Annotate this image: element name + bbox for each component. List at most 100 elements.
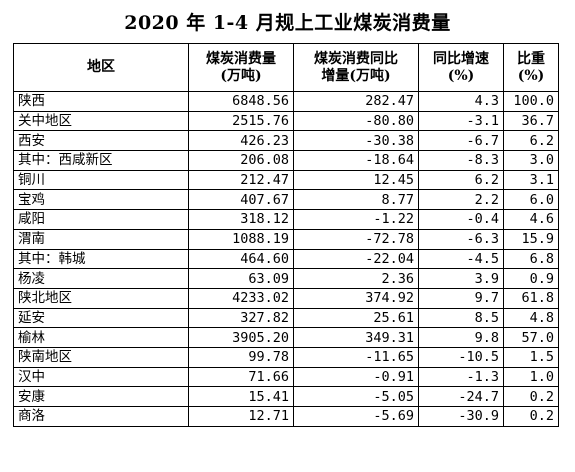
growth-cell: -30.9 xyxy=(418,406,504,427)
header-region: 地区 xyxy=(13,43,189,92)
consumption-cell: 318.12 xyxy=(188,209,294,230)
growth-cell: 4.3 xyxy=(418,91,504,112)
consumption-cell: 1088.19 xyxy=(188,228,294,250)
growth-cell: -0.4 xyxy=(418,209,504,230)
increase-cell: -5.05 xyxy=(293,386,419,407)
consumption-cell: 63.09 xyxy=(188,268,294,289)
header-increase: 煤炭消费同比 增量(万吨) xyxy=(293,43,419,92)
share-cell: 57.0 xyxy=(503,327,559,348)
watermark-overlay xyxy=(419,446,569,468)
growth-cell: 2.2 xyxy=(418,189,504,211)
region-cell: 其中：西咸新区 xyxy=(13,150,189,171)
table-row: 西安 426.23 -30.38 -6.7 6.2 xyxy=(13,130,559,152)
growth-cell: -6.3 xyxy=(418,228,504,250)
table-row: 汉中 71.66 -0.91 -1.3 1.0 xyxy=(13,366,559,388)
table-header-row: 地区 煤炭消费量 (万吨) 煤炭消费同比 增量(万吨) 同比增速 (%) 比重 … xyxy=(13,43,559,92)
table-row: 铜川 212.47 12.45 6.2 3.1 xyxy=(13,169,559,191)
region-cell: 其中：韩城 xyxy=(13,248,189,270)
share-cell: 4.8 xyxy=(503,307,559,329)
growth-cell: -4.5 xyxy=(418,248,504,270)
page-title: 2020 年 1-4 月规上工业煤炭消费量 xyxy=(124,12,451,34)
coal-consumption-table: 地区 煤炭消费量 (万吨) 煤炭消费同比 增量(万吨) 同比增速 (%) 比重 … xyxy=(13,43,559,427)
region-cell: 铜川 xyxy=(13,169,189,191)
consumption-cell: 407.67 xyxy=(188,189,294,211)
region-cell: 陕南地区 xyxy=(13,346,189,368)
region-cell: 商洛 xyxy=(13,406,189,427)
growth-cell: 9.7 xyxy=(418,287,504,309)
consumption-cell: 99.78 xyxy=(188,346,294,368)
region-cell: 渭南 xyxy=(13,228,189,250)
increase-cell: -1.22 xyxy=(293,209,419,230)
consumption-cell: 15.41 xyxy=(188,386,294,407)
growth-cell: 6.2 xyxy=(418,169,504,191)
region-cell: 安康 xyxy=(13,386,189,407)
share-cell: 36.7 xyxy=(503,110,559,132)
increase-cell: -11.65 xyxy=(293,346,419,368)
increase-cell: -72.78 xyxy=(293,228,419,250)
growth-cell: 3.9 xyxy=(418,268,504,289)
growth-cell: -8.3 xyxy=(418,150,504,171)
share-cell: 1.5 xyxy=(503,346,559,368)
table-row: 渭南 1088.19 -72.78 -6.3 15.9 xyxy=(13,228,559,250)
consumption-cell: 212.47 xyxy=(188,169,294,191)
share-cell: 15.9 xyxy=(503,228,559,250)
table-row: 陕西 6848.56 282.47 4.3 100.0 xyxy=(13,91,559,112)
region-cell: 延安 xyxy=(13,307,189,329)
consumption-cell: 327.82 xyxy=(188,307,294,329)
table-row: 咸阳 318.12 -1.22 -0.4 4.6 xyxy=(13,209,559,230)
growth-cell: -24.7 xyxy=(418,386,504,407)
table-row: 榆林 3905.20 349.31 9.8 57.0 xyxy=(13,327,559,348)
table-row: 陕北地区 4233.02 374.92 9.7 61.8 xyxy=(13,287,559,309)
share-cell: 3.0 xyxy=(503,150,559,171)
consumption-cell: 6848.56 xyxy=(188,91,294,112)
increase-cell: 25.61 xyxy=(293,307,419,329)
region-cell: 陕北地区 xyxy=(13,287,189,309)
region-cell: 杨凌 xyxy=(13,268,189,289)
share-cell: 0.2 xyxy=(503,406,559,427)
share-cell: 6.2 xyxy=(503,130,559,152)
share-cell: 100.0 xyxy=(503,91,559,112)
growth-cell: 9.8 xyxy=(418,327,504,348)
growth-cell: 8.5 xyxy=(418,307,504,329)
consumption-cell: 12.71 xyxy=(188,406,294,427)
consumption-cell: 3905.20 xyxy=(188,327,294,348)
table-row: 商洛 12.71 -5.69 -30.9 0.2 xyxy=(13,406,559,427)
share-cell: 61.8 xyxy=(503,287,559,309)
growth-cell: -10.5 xyxy=(418,346,504,368)
table-row: 宝鸡 407.67 8.77 2.2 6.0 xyxy=(13,189,559,211)
table-row: 延安 327.82 25.61 8.5 4.8 xyxy=(13,307,559,329)
increase-cell: 8.77 xyxy=(293,189,419,211)
consumption-cell: 2515.76 xyxy=(188,110,294,132)
table-row: 其中：韩城 464.60 -22.04 -4.5 6.8 xyxy=(13,248,559,270)
share-cell: 1.0 xyxy=(503,366,559,388)
increase-cell: 374.92 xyxy=(293,287,419,309)
table-row: 其中：西咸新区 206.08 -18.64 -8.3 3.0 xyxy=(13,150,559,171)
increase-cell: 12.45 xyxy=(293,169,419,191)
increase-cell: -18.64 xyxy=(293,150,419,171)
growth-cell: -1.3 xyxy=(418,366,504,388)
increase-cell: 349.31 xyxy=(293,327,419,348)
increase-cell: 2.36 xyxy=(293,268,419,289)
increase-cell: -5.69 xyxy=(293,406,419,427)
table-row: 关中地区 2515.76 -80.80 -3.1 36.7 xyxy=(13,110,559,132)
consumption-cell: 426.23 xyxy=(188,130,294,152)
increase-cell: -80.80 xyxy=(293,110,419,132)
header-share: 比重 (%) xyxy=(503,43,559,92)
region-cell: 西安 xyxy=(13,130,189,152)
share-cell: 4.6 xyxy=(503,209,559,230)
region-cell: 汉中 xyxy=(13,366,189,388)
share-cell: 0.9 xyxy=(503,268,559,289)
table-row: 陕南地区 99.78 -11.65 -10.5 1.5 xyxy=(13,346,559,368)
consumption-cell: 4233.02 xyxy=(188,287,294,309)
share-cell: 6.8 xyxy=(503,248,559,270)
consumption-cell: 206.08 xyxy=(188,150,294,171)
increase-cell: -0.91 xyxy=(293,366,419,388)
region-cell: 关中地区 xyxy=(13,110,189,132)
share-cell: 0.2 xyxy=(503,386,559,407)
region-cell: 咸阳 xyxy=(13,209,189,230)
growth-cell: -3.1 xyxy=(418,110,504,132)
increase-cell: 282.47 xyxy=(293,91,419,112)
share-cell: 6.0 xyxy=(503,189,559,211)
header-consumption: 煤炭消费量 (万吨) xyxy=(188,43,294,92)
table-row: 杨凌 63.09 2.36 3.9 0.9 xyxy=(13,268,559,289)
